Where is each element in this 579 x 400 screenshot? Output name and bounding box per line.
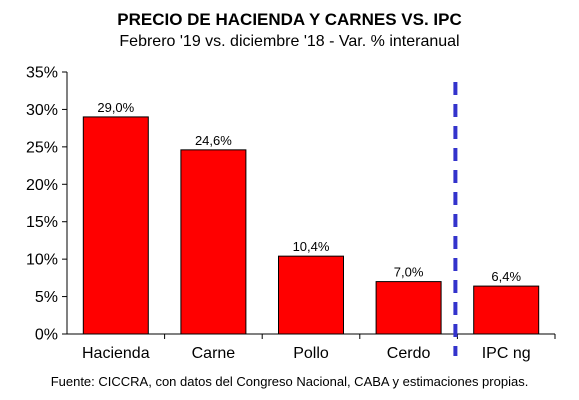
chart-source-note: Fuente: CICCRA, con datos del Congreso N… bbox=[50, 374, 529, 389]
data-label: 10,4% bbox=[293, 239, 330, 254]
data-label: 6,4% bbox=[491, 269, 521, 284]
y-tick-label: 15% bbox=[26, 214, 58, 231]
bar-carne bbox=[180, 149, 247, 335]
category-label: Carne bbox=[192, 345, 236, 362]
chart-subtitle: Febrero '19 vs. diciembre '18 - Var. % i… bbox=[119, 33, 460, 50]
data-label: 24,6% bbox=[195, 133, 232, 148]
bar-pollo bbox=[278, 255, 344, 335]
y-tick-label: 20% bbox=[26, 177, 58, 194]
category-label: Cerdo bbox=[387, 345, 431, 362]
bar-ipc-ng bbox=[473, 285, 540, 335]
y-tick-label: 35% bbox=[26, 65, 58, 82]
chart-title: PRECIO DE HACIENDA Y CARNES VS. IPC bbox=[117, 10, 462, 29]
data-label: 7,0% bbox=[394, 265, 424, 280]
y-tick-label: 25% bbox=[26, 139, 58, 156]
category-label: IPC ng bbox=[482, 345, 531, 362]
category-label: Hacienda bbox=[82, 345, 150, 362]
y-tick-label: 30% bbox=[26, 102, 58, 119]
bar-hacienda bbox=[82, 116, 149, 335]
y-tick-label: 0% bbox=[35, 327, 58, 344]
bar-cerdo bbox=[375, 281, 442, 335]
data-label: 29,0% bbox=[97, 100, 134, 115]
y-tick-label: 10% bbox=[26, 252, 58, 269]
y-tick-label: 5% bbox=[35, 289, 58, 306]
category-label: Pollo bbox=[293, 345, 329, 362]
